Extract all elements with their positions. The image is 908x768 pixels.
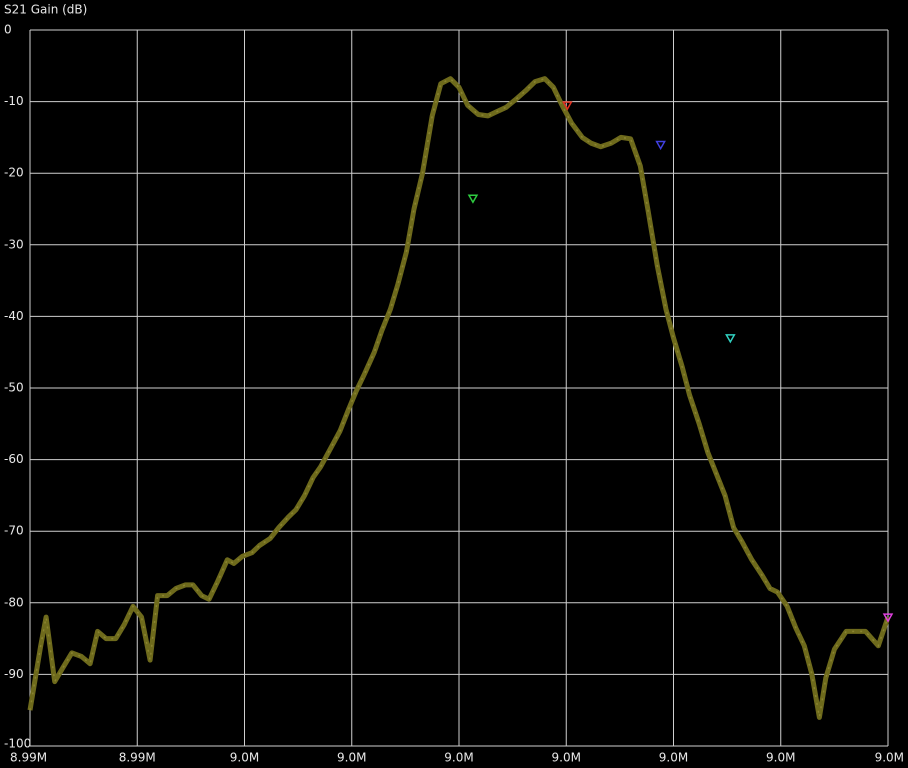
y-tick-label: -50	[4, 381, 24, 395]
x-tick-label: 9.0M	[444, 751, 473, 765]
marker	[467, 194, 479, 204]
y-tick-label: -70	[4, 524, 24, 538]
x-tick-label: 9.0M	[552, 751, 581, 765]
marker	[562, 101, 573, 111]
chart-title: S21 Gain (dB)	[4, 3, 87, 17]
x-tick-label: 9.0M	[766, 751, 795, 765]
x-tick-label: 9.0M	[230, 751, 259, 765]
x-tick-label: 9.0M	[875, 751, 904, 765]
y-tick-label: -100	[4, 737, 31, 751]
marker	[882, 613, 894, 623]
x-tick-label: 9.0M	[659, 751, 688, 765]
y-tick-label: -90	[4, 667, 24, 681]
x-tick-label: 9.0M	[337, 751, 366, 765]
y-tick-label: -30	[4, 237, 24, 251]
y-tick-label: -10	[4, 94, 24, 108]
x-tick-label: 8.99M	[119, 751, 156, 765]
trace-highlight	[29, 77, 889, 718]
x-tick-label: 8.99M	[10, 751, 47, 765]
marker	[655, 140, 666, 151]
marker	[725, 334, 736, 344]
y-tick-label: -20	[4, 166, 24, 180]
y-tick-label: -80	[4, 595, 24, 609]
y-tick-label: 0	[4, 23, 12, 37]
y-tick-label: -40	[4, 309, 24, 323]
y-tick-label: -60	[4, 452, 24, 466]
